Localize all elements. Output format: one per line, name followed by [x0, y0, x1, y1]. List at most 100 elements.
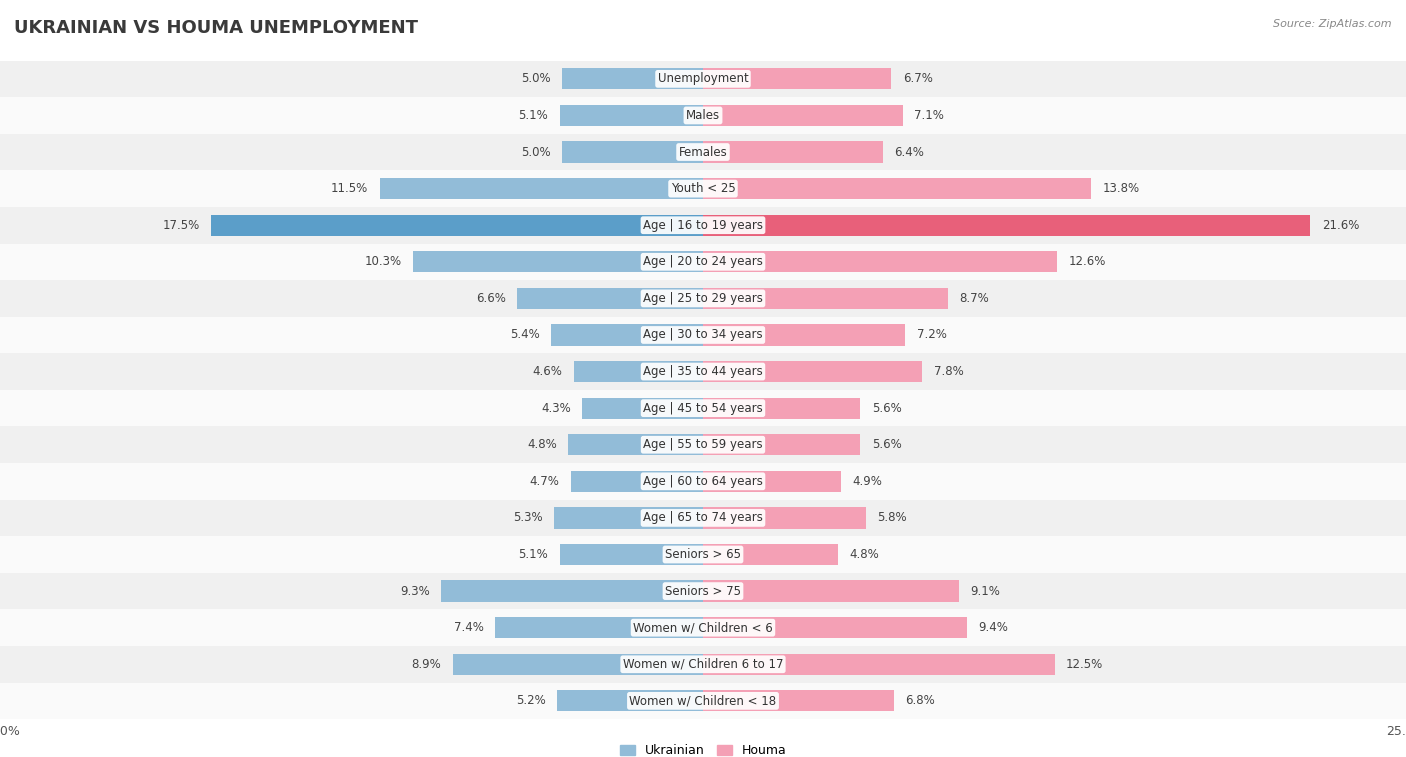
Bar: [0, 500, 1406, 536]
Text: Age | 60 to 64 years: Age | 60 to 64 years: [643, 475, 763, 488]
Bar: [703, 507, 866, 528]
Bar: [703, 690, 894, 712]
Text: 11.5%: 11.5%: [332, 182, 368, 195]
Bar: [0, 683, 1406, 719]
Bar: [0, 316, 1406, 354]
Text: 5.8%: 5.8%: [877, 512, 907, 525]
Bar: [703, 178, 1091, 199]
Bar: [495, 617, 703, 638]
Text: Women w/ Children 6 to 17: Women w/ Children 6 to 17: [623, 658, 783, 671]
Bar: [703, 251, 1057, 273]
Text: 12.5%: 12.5%: [1066, 658, 1102, 671]
Text: 4.8%: 4.8%: [849, 548, 879, 561]
Text: 6.4%: 6.4%: [894, 145, 924, 158]
Bar: [574, 361, 703, 382]
Text: 9.4%: 9.4%: [979, 621, 1008, 634]
Bar: [0, 134, 1406, 170]
Text: 8.9%: 8.9%: [412, 658, 441, 671]
Text: 6.7%: 6.7%: [903, 73, 932, 86]
Text: 7.1%: 7.1%: [914, 109, 943, 122]
Text: 21.6%: 21.6%: [1322, 219, 1360, 232]
Text: 5.0%: 5.0%: [522, 73, 551, 86]
Text: 4.6%: 4.6%: [533, 365, 562, 378]
Bar: [703, 434, 860, 456]
Text: Seniors > 65: Seniors > 65: [665, 548, 741, 561]
Text: 5.6%: 5.6%: [872, 438, 901, 451]
Text: 12.6%: 12.6%: [1069, 255, 1107, 268]
Text: Age | 30 to 34 years: Age | 30 to 34 years: [643, 329, 763, 341]
Bar: [0, 61, 1406, 97]
Bar: [0, 280, 1406, 316]
Text: Age | 35 to 44 years: Age | 35 to 44 years: [643, 365, 763, 378]
Text: Youth < 25: Youth < 25: [671, 182, 735, 195]
Text: 9.3%: 9.3%: [401, 584, 430, 597]
Bar: [703, 471, 841, 492]
Text: 4.7%: 4.7%: [530, 475, 560, 488]
Bar: [562, 68, 703, 89]
Text: Women w/ Children < 18: Women w/ Children < 18: [630, 694, 776, 707]
Bar: [551, 324, 703, 346]
Bar: [703, 544, 838, 565]
Bar: [703, 288, 948, 309]
Text: Age | 45 to 54 years: Age | 45 to 54 years: [643, 402, 763, 415]
Bar: [703, 653, 1054, 675]
Bar: [703, 324, 905, 346]
Text: Unemployment: Unemployment: [658, 73, 748, 86]
Text: Age | 25 to 29 years: Age | 25 to 29 years: [643, 292, 763, 305]
Legend: Ukrainian, Houma: Ukrainian, Houma: [614, 740, 792, 757]
Text: 7.8%: 7.8%: [934, 365, 963, 378]
Text: 5.6%: 5.6%: [872, 402, 901, 415]
Bar: [571, 471, 703, 492]
Text: 5.1%: 5.1%: [519, 109, 548, 122]
Bar: [0, 354, 1406, 390]
Text: Females: Females: [679, 145, 727, 158]
Text: 4.3%: 4.3%: [541, 402, 571, 415]
Text: UKRAINIAN VS HOUMA UNEMPLOYMENT: UKRAINIAN VS HOUMA UNEMPLOYMENT: [14, 19, 418, 37]
Bar: [568, 434, 703, 456]
Text: Age | 16 to 19 years: Age | 16 to 19 years: [643, 219, 763, 232]
Text: Age | 55 to 59 years: Age | 55 to 59 years: [643, 438, 763, 451]
Bar: [0, 390, 1406, 426]
Text: 5.1%: 5.1%: [519, 548, 548, 561]
Text: 7.4%: 7.4%: [454, 621, 484, 634]
Bar: [560, 544, 703, 565]
Bar: [554, 507, 703, 528]
Bar: [703, 68, 891, 89]
Bar: [0, 170, 1406, 207]
Bar: [582, 397, 703, 419]
Bar: [453, 653, 703, 675]
Text: 5.0%: 5.0%: [522, 145, 551, 158]
Text: 6.6%: 6.6%: [477, 292, 506, 305]
Text: Source: ZipAtlas.com: Source: ZipAtlas.com: [1274, 19, 1392, 29]
Text: 13.8%: 13.8%: [1102, 182, 1139, 195]
Bar: [703, 581, 959, 602]
Bar: [562, 142, 703, 163]
Bar: [0, 426, 1406, 463]
Bar: [380, 178, 703, 199]
Bar: [0, 536, 1406, 573]
Bar: [703, 397, 860, 419]
Bar: [0, 646, 1406, 683]
Text: 9.1%: 9.1%: [970, 584, 1000, 597]
Text: 17.5%: 17.5%: [163, 219, 200, 232]
Text: 5.4%: 5.4%: [510, 329, 540, 341]
Bar: [560, 104, 703, 126]
Text: 4.8%: 4.8%: [527, 438, 557, 451]
Bar: [517, 288, 703, 309]
Bar: [0, 609, 1406, 646]
Text: 6.8%: 6.8%: [905, 694, 935, 707]
Text: 5.2%: 5.2%: [516, 694, 546, 707]
Text: Males: Males: [686, 109, 720, 122]
Bar: [0, 573, 1406, 609]
Text: 5.3%: 5.3%: [513, 512, 543, 525]
Bar: [441, 581, 703, 602]
Text: Age | 65 to 74 years: Age | 65 to 74 years: [643, 512, 763, 525]
Bar: [0, 463, 1406, 500]
Text: 10.3%: 10.3%: [366, 255, 402, 268]
Bar: [211, 214, 703, 236]
Text: Seniors > 75: Seniors > 75: [665, 584, 741, 597]
Bar: [703, 361, 922, 382]
Text: 8.7%: 8.7%: [959, 292, 988, 305]
Text: Women w/ Children < 6: Women w/ Children < 6: [633, 621, 773, 634]
Bar: [557, 690, 703, 712]
